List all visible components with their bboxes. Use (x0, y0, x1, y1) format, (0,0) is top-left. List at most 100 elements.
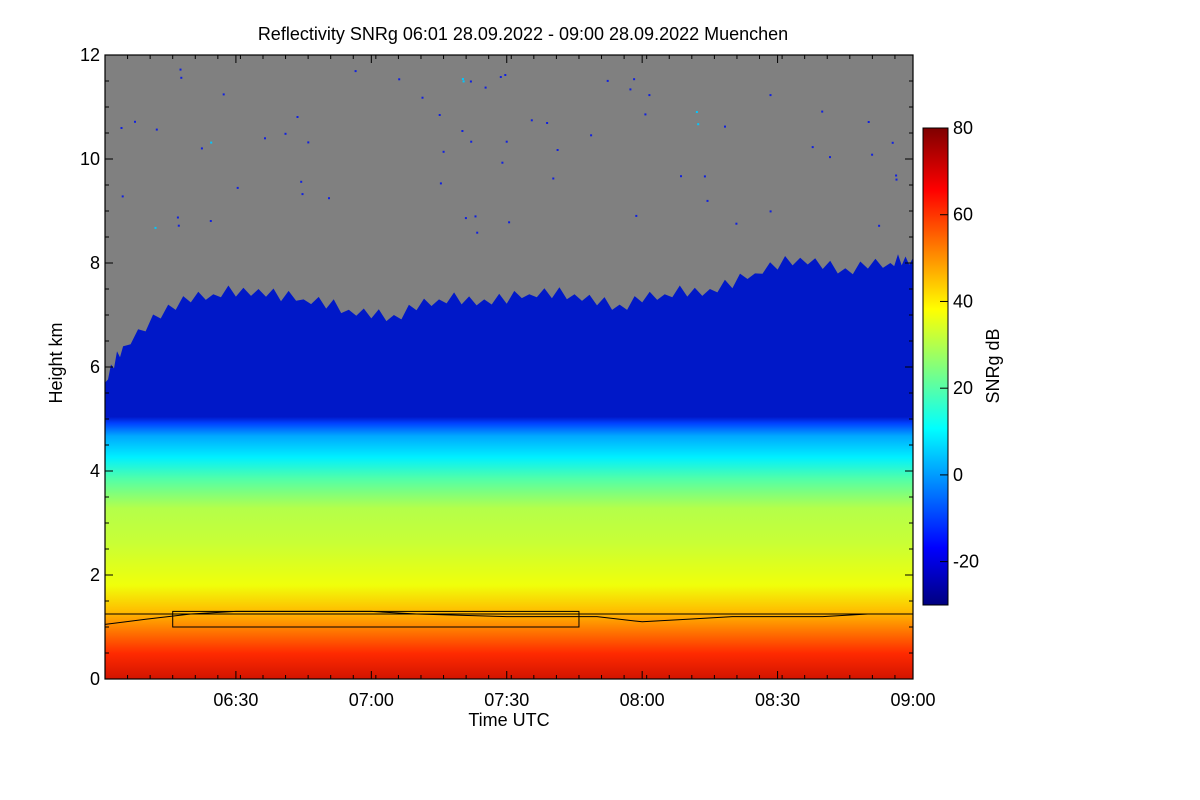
noise-speckle (438, 114, 441, 116)
noise-speckle (546, 122, 549, 124)
noise-speckle (706, 199, 709, 202)
noise-speckle (530, 119, 533, 122)
y-tick-label: 12 (80, 45, 100, 65)
noise-speckle (769, 210, 772, 213)
noise-speckle (590, 134, 593, 137)
noise-speckle (354, 70, 357, 73)
noise-speckle (284, 132, 287, 135)
boundary-layer-line (105, 610, 913, 625)
noise-speckle (180, 76, 183, 79)
x-tick-label: 06:30 (213, 690, 258, 710)
colorbar-tick-label: 40 (953, 291, 973, 311)
noise-speckle (296, 116, 299, 118)
noise-speckle (504, 74, 507, 76)
x-tick-label: 09:00 (890, 690, 935, 710)
noise-speckle (735, 222, 738, 225)
noise-speckle (895, 178, 898, 181)
noise-speckles (120, 68, 898, 234)
noise-speckle (505, 140, 508, 143)
noise-speckle (421, 96, 424, 99)
noise-speckle (200, 147, 203, 150)
noise-speckle (556, 149, 559, 151)
colorbar-tick-label: 80 (953, 118, 973, 138)
noise-speckle (878, 224, 881, 227)
noise-speckle (179, 68, 182, 71)
noise-speckle (724, 125, 726, 128)
noise-speckle (606, 79, 609, 82)
noise-speckle (680, 175, 682, 178)
colorbar-tick-label: 60 (953, 205, 973, 225)
noise-speckle (499, 76, 502, 78)
noise-speckle (155, 128, 158, 131)
noise-speckle (328, 197, 330, 200)
noise-speckle (867, 121, 870, 123)
noise-speckle (769, 94, 772, 97)
noise-speckle (871, 153, 874, 156)
noise-speckle (464, 217, 467, 220)
y-tick-label: 2 (90, 565, 100, 585)
noise-speckle (811, 146, 814, 149)
y-axis: 0 2 4 6 8 10 12 (80, 45, 913, 689)
noise-speckle (891, 141, 894, 144)
noise-speckle (484, 86, 487, 89)
noise-speckle (501, 161, 504, 164)
y-tick-label: 0 (90, 669, 100, 689)
echo-field (105, 254, 913, 679)
noise-speckle (462, 80, 465, 83)
y-tick-label: 8 (90, 253, 100, 273)
y-tick-label: 4 (90, 461, 100, 481)
noise-speckle (264, 137, 266, 140)
y-tick-label: 6 (90, 357, 100, 377)
noise-speckle (474, 215, 477, 218)
noise-speckle (210, 141, 213, 144)
colorbar-tick-label: -20 (953, 552, 979, 572)
y-axis-label: Height km (46, 322, 66, 403)
x-axis-label: Time UTC (468, 710, 549, 730)
noise-speckle (697, 123, 700, 126)
x-tick-label: 08:00 (620, 690, 665, 710)
noise-speckle (476, 231, 479, 234)
noise-speckle (552, 177, 555, 180)
noise-speckle (703, 175, 706, 178)
noise-speckle (648, 94, 651, 97)
colorbar-ticks: -20 0 20 40 60 80 (940, 118, 979, 572)
noise-speckle (236, 186, 239, 189)
colorbar-label: SNRg dB (983, 328, 1003, 403)
noise-speckle (469, 80, 472, 83)
noise-speckle (177, 224, 180, 227)
noise-speckle (635, 214, 638, 217)
noise-speckle (442, 150, 445, 153)
noise-speckle (176, 216, 179, 219)
noise-speckle (629, 88, 632, 91)
noise-speckle (222, 93, 225, 96)
noise-speckle (461, 130, 464, 132)
noise-speckle (154, 226, 157, 229)
noise-speckle (461, 78, 464, 80)
chart-title: Reflectivity SNRg 06:01 28.09.2022 - 09:… (258, 24, 788, 44)
noise-speckle (821, 110, 824, 113)
colorbar-tick-label: 0 (953, 465, 963, 485)
noise-speckle (398, 78, 401, 81)
x-axis: 06:30 07:00 07:30 08:00 08:30 09:00 (104, 55, 936, 710)
noise-speckle (134, 120, 136, 123)
x-tick-label: 07:30 (484, 690, 529, 710)
colorbar-tick-label: 20 (953, 378, 973, 398)
x-tick-label: 07:00 (349, 690, 394, 710)
noise-speckle (121, 195, 124, 198)
noise-speckle (307, 141, 310, 144)
noise-speckle (895, 174, 898, 177)
noise-speckle (470, 140, 473, 143)
noise-speckle (508, 221, 511, 224)
x-tick-label: 08:30 (755, 690, 800, 710)
y-tick-label: 10 (80, 149, 100, 169)
plot-area (105, 55, 913, 679)
noise-speckle (301, 193, 304, 196)
noise-speckle (120, 127, 123, 129)
box-outline (172, 610, 580, 628)
noise-speckle (633, 78, 636, 81)
noise-speckle (644, 113, 647, 116)
colorbar (922, 127, 949, 606)
noise-speckle (829, 156, 831, 159)
noise-speckle (695, 111, 698, 113)
